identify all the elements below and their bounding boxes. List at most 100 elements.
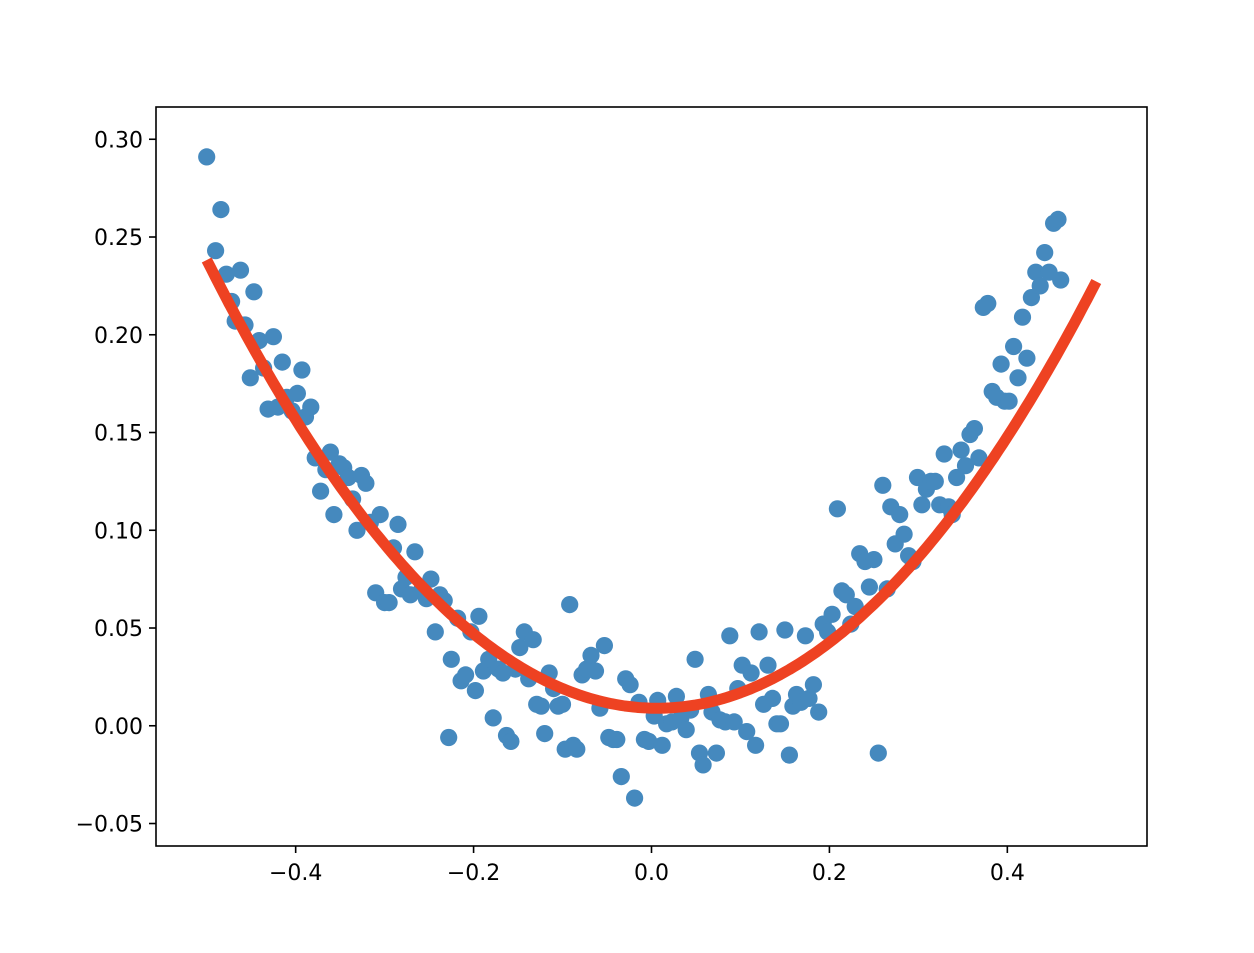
data-point	[457, 666, 475, 684]
data-point	[212, 201, 230, 219]
y-tick-label: 0.15	[94, 422, 143, 447]
data-point	[869, 744, 887, 762]
fit-curve	[201, 257, 1102, 714]
data-point	[484, 709, 502, 727]
data-point	[440, 728, 458, 747]
data-point	[371, 505, 389, 524]
data-point	[1049, 210, 1067, 228]
data-point	[357, 474, 375, 492]
data-point	[865, 551, 883, 569]
data-point	[325, 505, 343, 524]
data-point	[800, 689, 818, 708]
data-point	[721, 627, 739, 645]
data-point	[586, 662, 605, 680]
data-point	[1052, 271, 1070, 289]
data-point	[738, 723, 756, 741]
data-point	[1005, 337, 1023, 356]
data-point	[595, 637, 614, 655]
y-tick-label: 0.30	[94, 128, 143, 153]
data-point	[895, 525, 913, 543]
data-point	[948, 468, 966, 487]
data-point	[612, 768, 630, 786]
data-point	[348, 521, 366, 539]
data-point	[759, 656, 777, 674]
data-point	[1018, 349, 1036, 367]
data-point	[1031, 277, 1049, 295]
data-point	[1013, 308, 1032, 326]
data-point	[582, 646, 600, 665]
data-point	[1027, 263, 1045, 281]
data-point	[442, 650, 460, 668]
data-point	[198, 148, 216, 166]
data-point	[667, 687, 686, 706]
data-point	[677, 721, 695, 739]
data-point	[1022, 289, 1040, 307]
data-point	[511, 639, 529, 657]
data-point	[810, 703, 828, 721]
data-point	[796, 627, 815, 645]
data-point	[1036, 244, 1054, 262]
data-point	[952, 441, 970, 459]
data-point	[207, 242, 225, 260]
x-tick-label: −0.4	[269, 861, 322, 886]
data-point	[339, 468, 357, 487]
y-tick-label: 0.05	[94, 617, 143, 642]
data-point	[828, 500, 847, 518]
data-point	[823, 605, 841, 623]
data-point	[653, 736, 671, 754]
data-point	[970, 449, 988, 467]
data-point	[913, 496, 931, 514]
data-point	[874, 476, 892, 494]
data-point	[231, 261, 250, 279]
data-point	[502, 732, 520, 751]
data-point	[776, 621, 794, 639]
data-point	[241, 369, 259, 387]
data-point	[908, 468, 927, 487]
data-point	[926, 472, 944, 490]
y-tick-label: 0.10	[94, 519, 143, 544]
data-point	[561, 596, 579, 614]
data-point	[640, 732, 658, 751]
data-point	[553, 695, 572, 713]
data-point	[750, 623, 768, 641]
data-point	[312, 482, 330, 500]
data-point	[470, 607, 488, 625]
data-point	[780, 746, 799, 764]
x-tick-label: −0.2	[447, 861, 500, 886]
y-tick-label: 0.00	[94, 715, 143, 740]
data-point	[935, 445, 953, 463]
data-point	[763, 689, 782, 708]
data-point	[524, 631, 542, 649]
data-point	[965, 420, 984, 438]
data-point	[891, 505, 909, 524]
x-tick-label: 0.0	[634, 861, 669, 886]
data-point	[707, 744, 726, 762]
data-point	[992, 355, 1010, 373]
data-point	[389, 515, 407, 534]
data-point	[837, 586, 855, 604]
data-point	[694, 756, 712, 774]
y-tick-label: 0.20	[94, 324, 143, 349]
data-point	[264, 328, 282, 346]
data-point	[288, 384, 306, 402]
data-point	[686, 650, 704, 668]
data-point	[747, 736, 765, 754]
data-point	[771, 715, 790, 733]
data-point	[626, 789, 644, 807]
data-point	[956, 457, 975, 475]
data-point	[406, 543, 424, 561]
data-point	[860, 578, 879, 596]
x-tick-label: 0.2	[812, 861, 847, 886]
data-point	[302, 398, 320, 416]
data-point	[568, 740, 586, 758]
y-tick-label: −0.05	[76, 813, 143, 838]
data-point	[536, 725, 554, 743]
data-point	[621, 676, 639, 694]
data-point	[1009, 369, 1027, 387]
data-point	[725, 713, 743, 731]
data-point	[380, 594, 398, 612]
data-point	[608, 730, 626, 749]
